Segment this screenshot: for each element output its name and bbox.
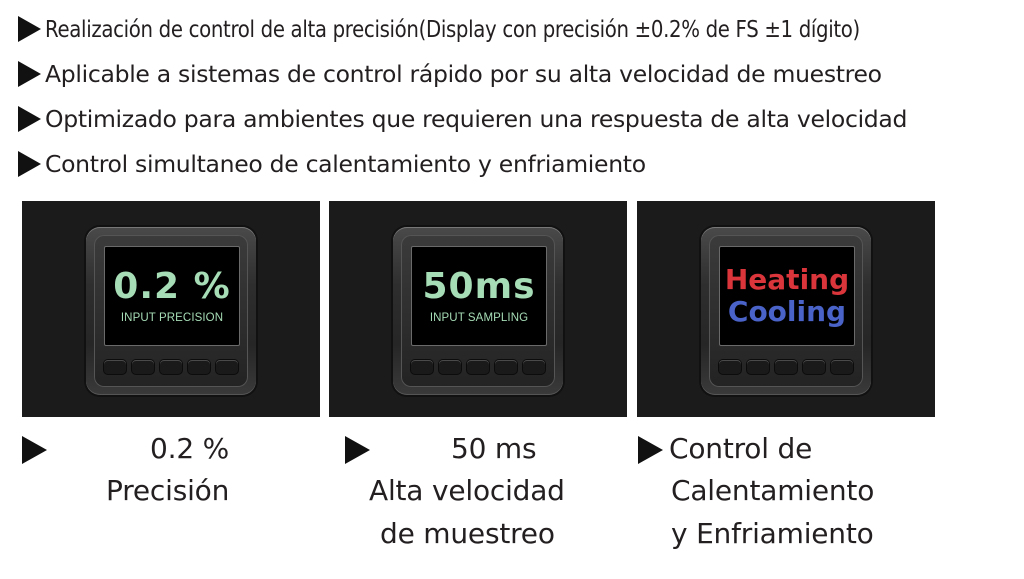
display-value: 0.2 % (113, 265, 231, 307)
display-label: INPUT SAMPLING (429, 311, 529, 324)
device-key (104, 360, 126, 374)
caption-line: de muestreo (380, 517, 555, 550)
device-key (216, 360, 238, 374)
feature-item: Optimizado para ambientes que requieren … (18, 96, 1018, 141)
device-key (747, 360, 769, 374)
display-value: 50ms (422, 265, 536, 307)
heating-label: Heating (724, 262, 850, 296)
device-key (803, 360, 825, 374)
sampling-device-panel: 50ms INPUT SAMPLING (329, 201, 627, 417)
device-bezel: 50ms INPUT SAMPLING (401, 235, 555, 387)
caption-line: y Enfriamiento (671, 517, 874, 550)
feature-text: Optimizado para ambientes que requieren … (45, 104, 908, 133)
controller-device: Heating Cooling (701, 227, 871, 395)
feature-item: Realización de control de alta precisión… (18, 6, 1018, 51)
device-key (132, 360, 154, 374)
device-bezel: Heating Cooling (709, 235, 863, 387)
caption-line: 50 ms (451, 432, 537, 465)
display-label: INPUT PRECISION (120, 311, 224, 324)
device-keys (411, 360, 545, 374)
controller-device: 0.2 % INPUT PRECISION (86, 227, 256, 395)
device-key (775, 360, 797, 374)
feature-text: Realización de control de alta precisión… (45, 14, 860, 43)
device-key (719, 360, 741, 374)
caption-line: Precisión (106, 474, 230, 507)
caption-line: Control de (669, 432, 813, 465)
controller-device: 50ms INPUT SAMPLING (393, 227, 563, 395)
device-key (411, 360, 433, 374)
triangle-bullet-icon (345, 436, 370, 464)
triangle-bullet-icon (18, 15, 41, 42)
feature-item: Control simultaneo de calentamiento y en… (18, 141, 1018, 186)
feature-list: Realización de control de alta precisión… (18, 6, 1018, 186)
cooling-label: Cooling (727, 295, 847, 328)
device-bezel: 0.2 % INPUT PRECISION (94, 235, 248, 387)
caption-line: Calentamiento (671, 474, 875, 507)
device-screen: Heating Cooling (719, 246, 855, 346)
device-keys (104, 360, 238, 374)
device-key (439, 360, 461, 374)
feature-text: Control simultaneo de calentamiento y en… (45, 149, 646, 178)
device-key (188, 360, 210, 374)
caption-line: 0.2 % (150, 432, 230, 465)
triangle-bullet-icon (18, 105, 41, 132)
precision-device-panel: 0.2 % INPUT PRECISION (22, 201, 320, 417)
triangle-bullet-icon (18, 150, 41, 177)
device-screen: 0.2 % INPUT PRECISION (104, 246, 240, 346)
device-key (495, 360, 517, 374)
device-keys (719, 360, 853, 374)
device-key (160, 360, 182, 374)
device-key (831, 360, 853, 374)
triangle-bullet-icon (638, 436, 663, 464)
device-screen: 50ms INPUT SAMPLING (411, 246, 547, 346)
device-key (523, 360, 545, 374)
caption-line: Alta velocidad (369, 474, 565, 507)
triangle-bullet-icon (22, 436, 47, 464)
feature-item: Aplicable a sistemas de control rápido p… (18, 51, 1018, 96)
feature-text: Aplicable a sistemas de control rápido p… (45, 59, 882, 88)
triangle-bullet-icon (18, 60, 41, 87)
device-key (467, 360, 489, 374)
heating-cooling-device-panel: Heating Cooling (637, 201, 935, 417)
